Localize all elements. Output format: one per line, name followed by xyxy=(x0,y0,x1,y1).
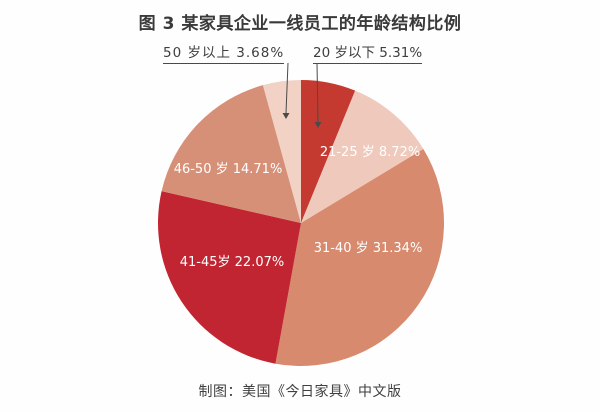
chart-title: 图 3 某家具企业一线员工的年龄结构比例 xyxy=(138,14,462,34)
pie-slice-over-50 xyxy=(262,80,301,223)
callout-label-under-20: 20 岁以下 5.31% xyxy=(313,45,423,64)
callout-label-over-50: 50 岁以上 3.68% xyxy=(163,45,285,64)
slice-label-31-40: 31-40 岁 31.34% xyxy=(314,241,423,256)
pie-slice-21-25 xyxy=(301,90,424,223)
leader-arrow-icon-under-20 xyxy=(314,122,322,128)
pie-slice-31-40 xyxy=(275,149,445,367)
slice-label-21-25: 21-25 岁 8.72% xyxy=(320,145,420,160)
leader-line-under-20 xyxy=(316,62,319,123)
chart-credit: 制图：美国《今日家具》中文版 xyxy=(198,384,402,400)
slice-label-41-45: 41-45岁 22.07% xyxy=(180,255,284,270)
pie-slice-under-20 xyxy=(301,80,356,223)
leader-line-over-50 xyxy=(285,62,289,114)
pie-slice-46-50 xyxy=(161,85,301,223)
leader-arrow-icon-over-50 xyxy=(282,113,290,119)
pie-slice-41-45 xyxy=(157,191,301,364)
slice-label-46-50: 46-50 岁 14.71% xyxy=(174,162,283,177)
